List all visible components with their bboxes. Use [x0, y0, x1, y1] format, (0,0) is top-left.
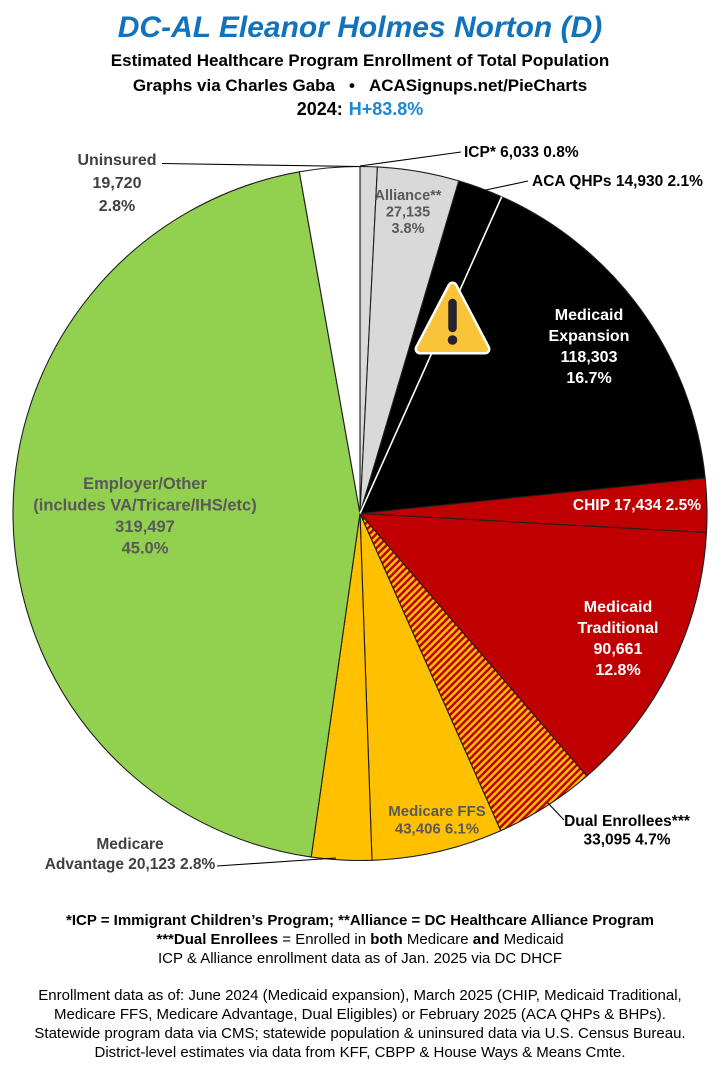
chart-subtitle: Estimated Healthcare Program Enrollment … [110, 51, 610, 70]
footnote-dual-text3: Medicaid [499, 931, 564, 948]
warning-icon [414, 281, 491, 355]
footnote-source-line: Statewide program data via CMS; statewid… [34, 1025, 686, 1042]
year-label: 2024: [296, 99, 343, 119]
aca-qhps-leader-line [480, 180, 529, 192]
footnote-dual-text2: Medicare [402, 931, 473, 948]
slice-label-medicaid_traditional: Medicaid Traditional 90,661 12.8% [578, 599, 659, 679]
slice-label-chip: CHIP 17,434 2.5% [573, 497, 701, 514]
slice-label-line: 12.8% [595, 662, 640, 679]
slice-label-line: Alliance** [375, 188, 442, 204]
slice-label-line: Medicare FFS [388, 803, 486, 820]
pie-slice-medicaid_expansion [359, 196, 706, 515]
footnote-dual-text1: = Enrolled in [278, 931, 371, 948]
slice-label-medicare_ffs: Medicare FFS 43,406 6.1% [388, 803, 486, 838]
footnote-dual-bold2: both [370, 931, 403, 948]
slice-label-aca_qhps: ACA QHPs 14,930 2.1% [532, 173, 703, 190]
slice-label-line: Medicaid [555, 307, 623, 324]
slice-label-line: 45.0% [122, 540, 169, 558]
slice-label-line: 19,720 [93, 175, 142, 192]
footnote-source-line: Enrollment data as of: June 2024 (Medica… [38, 987, 682, 1004]
bullet-separator: • [349, 76, 355, 95]
dual-enrollees-leader-line [546, 801, 565, 821]
slice-label-uninsured: Uninsured 19,720 2.8% [77, 152, 156, 215]
footnote-source-line: District-level estimates via data from K… [94, 1044, 626, 1061]
pie-slice-medicaid_traditional [359, 512, 708, 777]
slice-label-line: 33,095 4.7% [583, 832, 670, 849]
slice-label-line: Expansion [549, 328, 630, 345]
medicare-advantage-leader-line [216, 857, 337, 867]
slice-label-line: 27,135 [386, 205, 430, 221]
slice-label-icp: ICP* 6,033 0.8% [464, 144, 579, 161]
icp-leader-line [359, 151, 462, 167]
slice-label-dual_enrollees: Dual Enrollees*** 33,095 4.7% [564, 813, 691, 849]
slice-label-line: 319,497 [115, 518, 175, 536]
slice-label-line: 2.8% [99, 198, 135, 215]
credit-author: Graphs via Charles Gaba [132, 76, 336, 95]
slice-label-line: Dual Enrollees*** [564, 813, 691, 830]
footnote-sources: Enrollment data as of: June 2024 (Medica… [0, 986, 720, 1062]
slice-label-line: (includes VA/Tricare/IHS/etc) [33, 497, 256, 515]
slice-label-line: Uninsured [77, 152, 156, 169]
slice-label-line: 3.8% [391, 221, 424, 237]
pie-slice-employer_other [12, 171, 361, 858]
footnote-source-line: Medicare FFS, Medicare Advantage, Dual E… [54, 1006, 666, 1023]
slice-label-line: Medicare [96, 836, 164, 853]
slice-label-medicare_advantage: Medicare Advantage 20,123 2.8% [45, 836, 216, 873]
footnote-dual-bold3: and [472, 931, 500, 948]
chart-credit-line: Graphs via Charles Gaba • ACASignups.net/P… [0, 76, 720, 95]
slice-label-line: CHIP 17,434 2.5% [573, 497, 701, 514]
slice-label-line: ICP* 6,033 0.8% [464, 144, 579, 161]
slice-label-employer_other: Employer/Other (includes VA/Tricare/IHS/e… [33, 475, 256, 558]
slice-label-line: 118,303 [561, 349, 618, 366]
slice-label-line: Traditional [578, 620, 659, 637]
slice-label-line: Medicaid [584, 599, 652, 616]
footnote-icp-alliance: *ICP = Immigrant Children’s Program; **A… [66, 912, 654, 929]
footnote-dual-bold1: ***Dual Enrollees [156, 931, 279, 948]
footnote-data-asof: ICP & Alliance enrollment data as of Jan… [157, 950, 563, 967]
uninsured-leader-line [161, 162, 360, 168]
slice-label-line: Employer/Other [83, 475, 207, 493]
partisan-lean-line: 2024: H+83.8% [0, 99, 720, 119]
pie-slice-uninsured [298, 165, 361, 515]
lean-value: H+83.8% [348, 99, 424, 119]
slice-label-line: Advantage 20,123 2.8% [45, 856, 216, 873]
pie-slice-medicare_ffs [359, 512, 502, 861]
chart-title: DC-AL Eleanor Holmes Norton (D) [117, 11, 603, 44]
slice-label-line: 16.7% [566, 370, 611, 387]
credit-site: ACASignups.net/PieCharts [368, 76, 588, 95]
footnote-dual-definition: ***Dual Enrollees = Enrolled in both Med… [0, 930, 720, 949]
slice-label-medicaid_expansion: Medicaid Expansion 118,303 16.7% [549, 307, 630, 387]
slice-label-alliance: Alliance** 27,135 3.8% [375, 188, 442, 237]
slice-label-line: 43,406 6.1% [395, 821, 479, 838]
slice-label-line: ACA QHPs 14,930 2.1% [532, 173, 703, 190]
footnote-definitions: *ICP = Immigrant Children’s Program; **A… [0, 911, 720, 968]
qhp-expansion-separator-line [359, 196, 503, 514]
slice-label-line: 90,661 [594, 641, 643, 658]
warning-exclamation-dot [447, 335, 458, 345]
